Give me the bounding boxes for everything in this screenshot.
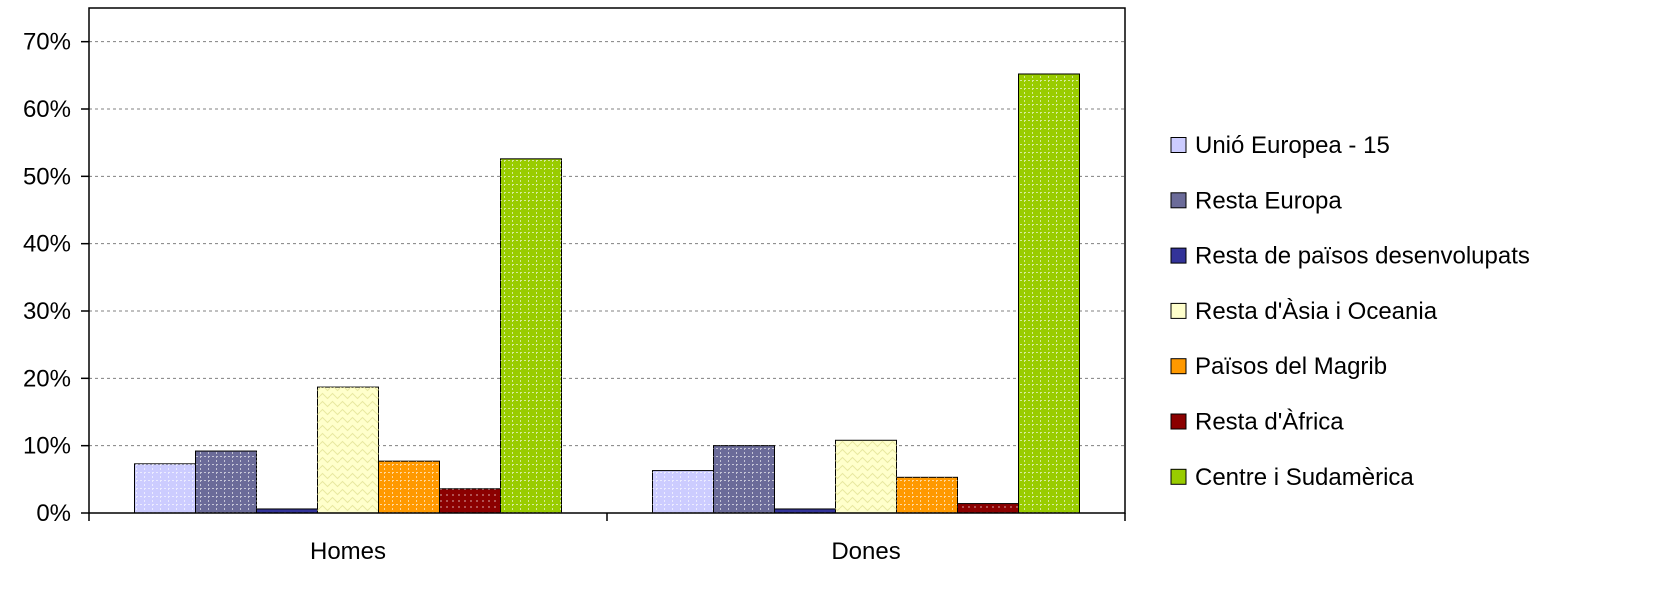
legend-swatch — [1170, 302, 1187, 319]
y-tick-label: 20% — [23, 365, 71, 392]
bars — [134, 73, 1080, 514]
bar-texture — [256, 508, 318, 513]
legend: Unió Europea - 15 Resta Europa Resta de pa… — [1170, 132, 1530, 491]
bar-texture — [134, 463, 196, 513]
y-tick-label: 40% — [23, 231, 71, 258]
legend-label: Unió Europea - 15 — [1195, 132, 1390, 159]
legend-label: Resta d'Àfrica — [1195, 409, 1344, 436]
bar-texture — [957, 503, 1019, 513]
legend-swatch — [1170, 468, 1187, 485]
legend-label: Resta de països desenvolupats — [1195, 243, 1530, 270]
y-tick-label: 50% — [23, 163, 71, 190]
y-tick-label: 70% — [23, 29, 71, 56]
legend-swatch — [1170, 247, 1187, 264]
x-tick-label: Dones — [831, 538, 900, 565]
legend-label: Països del Magrib — [1195, 353, 1387, 380]
bar-texture — [378, 461, 440, 513]
y-tick-label: 30% — [23, 298, 71, 325]
legend-swatch — [1170, 358, 1187, 375]
legend-swatch — [1170, 192, 1187, 209]
axes: 0% 10% 20% 30% 40% 50% 60% 70% Homes Dones — [23, 7, 1126, 565]
y-tick-label: 60% — [23, 96, 71, 123]
legend-label: Centre i Sudamèrica — [1195, 464, 1414, 491]
legend-label: Resta Europa — [1195, 187, 1342, 214]
bar-texture — [500, 158, 562, 513]
bar-texture — [774, 508, 836, 513]
bar-texture — [835, 440, 897, 513]
bar-texture — [195, 451, 257, 513]
legend-label: Resta d'Àsia i Oceania — [1195, 298, 1438, 325]
plot-area-border — [88, 7, 1126, 514]
bar-texture — [439, 488, 501, 513]
x-tick-label: Homes — [310, 538, 386, 565]
y-tick-label: 10% — [23, 433, 71, 460]
legend-swatch — [1170, 413, 1187, 430]
bar-texture — [652, 470, 714, 513]
bar-texture — [896, 477, 958, 513]
y-tick-label: 0% — [36, 500, 71, 527]
gridlines — [89, 41, 1125, 447]
bar-texture — [1018, 73, 1080, 513]
bar-texture — [713, 445, 775, 513]
legend-swatch — [1170, 137, 1187, 153]
bar-texture — [317, 387, 379, 513]
